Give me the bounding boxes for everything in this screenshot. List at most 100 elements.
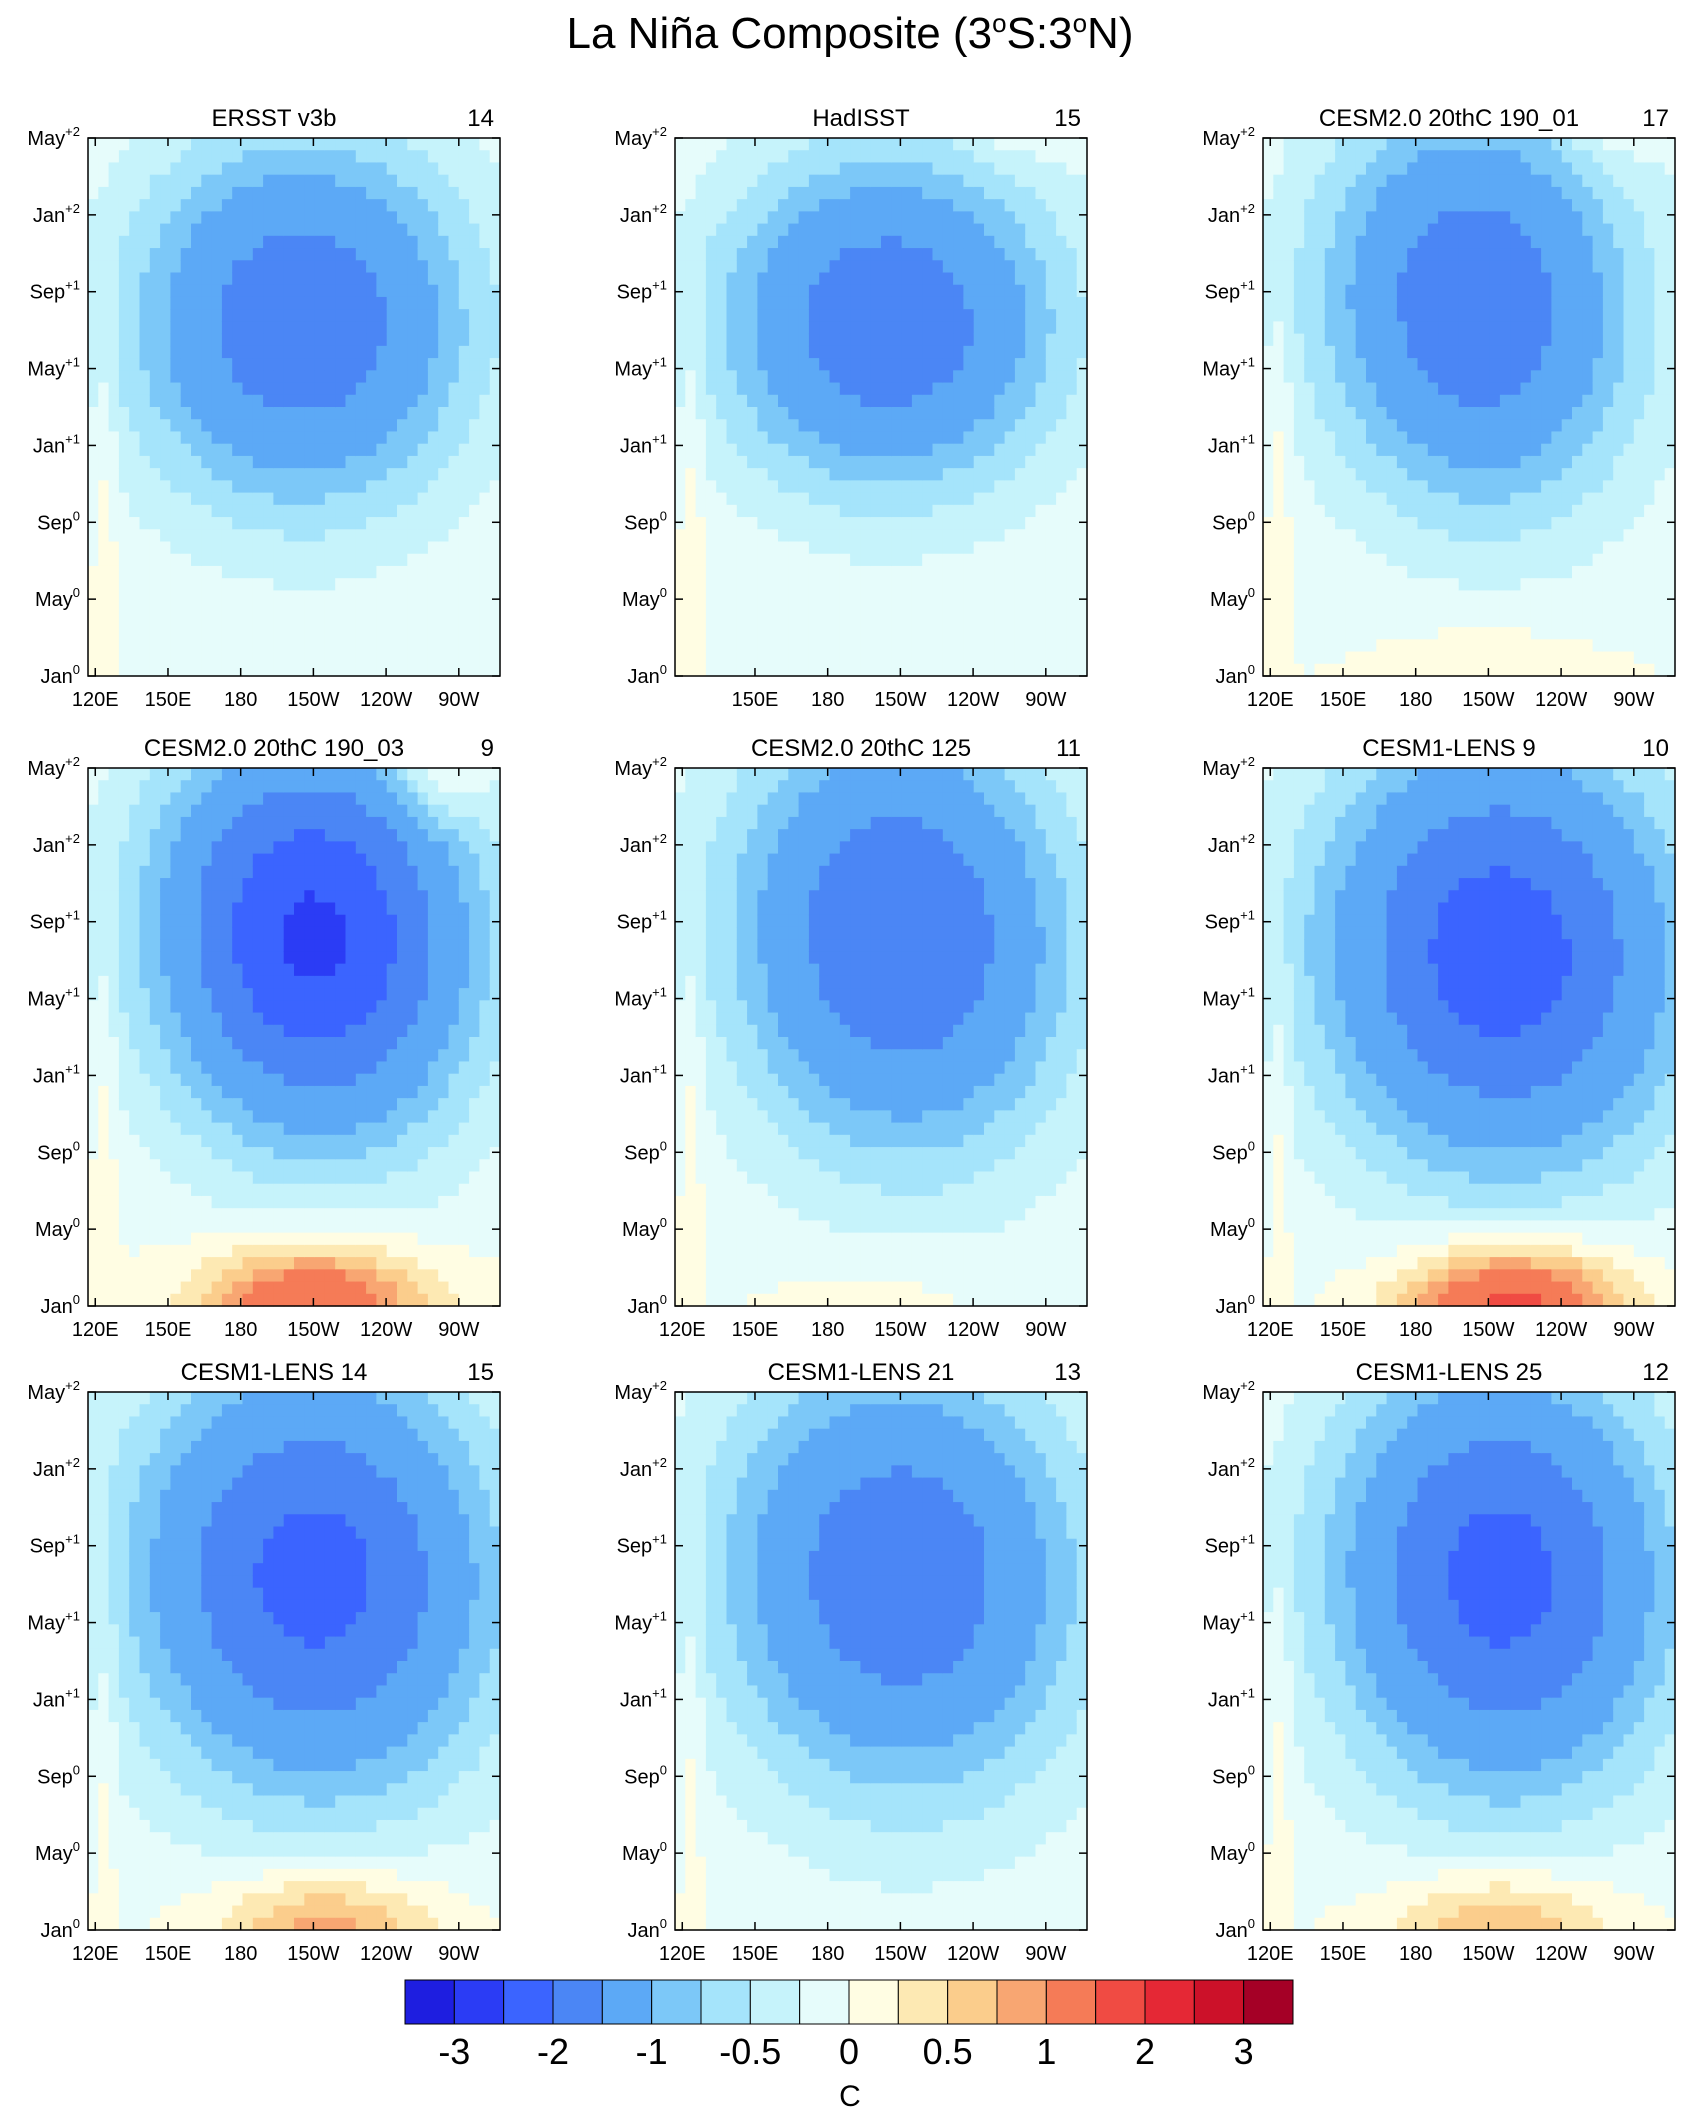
heatmap-cell	[1025, 443, 1037, 457]
heatmap-cell	[1314, 529, 1326, 543]
heatmap-cell	[294, 370, 305, 384]
heatmap-cell	[1066, 541, 1078, 555]
heatmap-cell	[757, 614, 769, 628]
heatmap-cell	[397, 162, 408, 176]
heatmap-cell	[191, 663, 202, 677]
heatmap-cell	[1458, 284, 1470, 298]
heatmap-cell	[973, 443, 985, 457]
heatmap-cell	[366, 138, 377, 151]
heatmap-cell	[870, 150, 882, 164]
heatmap-cell	[1304, 468, 1316, 481]
heatmap-cell	[386, 382, 398, 396]
heatmap-cell	[1066, 663, 1078, 677]
heatmap-cell	[304, 174, 316, 188]
heatmap-cell	[283, 468, 295, 481]
heatmap-cell	[932, 431, 944, 445]
heatmap-cell	[736, 651, 748, 665]
heatmap-cell	[1004, 138, 1016, 151]
heatmap-cell	[850, 223, 861, 237]
heatmap-cell	[1345, 199, 1357, 212]
heatmap-cell	[1293, 517, 1305, 530]
heatmap-cell	[891, 309, 903, 323]
heatmap-cell	[1469, 651, 1480, 665]
heatmap-cell	[860, 651, 872, 665]
heatmap-cell	[139, 431, 151, 445]
heatmap-cell	[118, 517, 130, 530]
heatmap-cell	[314, 235, 326, 249]
heatmap-cell	[180, 651, 192, 665]
heatmap-cell	[283, 627, 295, 640]
heatmap-cell	[1314, 407, 1326, 420]
heatmap-cell	[1438, 138, 1449, 151]
heatmap-cell	[911, 260, 923, 274]
heatmap-cell	[850, 639, 861, 653]
heatmap-cell	[788, 614, 800, 628]
heatmap-cell	[448, 321, 460, 335]
heatmap-cell	[469, 504, 480, 518]
heatmap-cell	[685, 370, 697, 384]
heatmap-cell	[1066, 407, 1078, 420]
heatmap-cell	[180, 223, 192, 237]
heatmap-cell	[1458, 529, 1470, 543]
heatmap-cell	[767, 602, 779, 616]
heatmap-cell	[1520, 614, 1532, 628]
heatmap-cell	[1014, 443, 1026, 457]
heatmap-cell	[1314, 419, 1326, 433]
heatmap-cell	[942, 455, 954, 469]
heatmap-cell	[1407, 468, 1419, 481]
heatmap-cell	[149, 602, 161, 616]
heatmap-cell	[1541, 651, 1552, 665]
heatmap-cell	[1314, 321, 1326, 335]
heatmap-cell	[201, 211, 213, 225]
heatmap-cell	[1273, 174, 1285, 188]
heatmap-cell	[469, 517, 480, 530]
heatmap-cell	[448, 162, 460, 176]
heatmap-cell	[973, 517, 985, 530]
heatmap-cell	[170, 565, 182, 579]
heatmap-cell	[1293, 553, 1305, 567]
heatmap-cell	[1448, 541, 1460, 555]
heatmap-cell	[1386, 345, 1398, 359]
heatmap-cell	[98, 578, 110, 592]
heatmap-cell	[705, 223, 717, 237]
heatmap-cell	[304, 223, 316, 237]
heatmap-cell	[438, 639, 450, 653]
heatmap-cell	[417, 627, 429, 640]
heatmap-cell	[881, 602, 892, 616]
heatmap-cell	[1510, 565, 1522, 579]
heatmap-cell	[479, 138, 491, 151]
heatmap-cell	[1263, 651, 1274, 665]
heatmap-cell	[705, 468, 717, 481]
heatmap-cell	[191, 199, 202, 212]
heatmap-cell	[1345, 162, 1357, 176]
heatmap-cell	[1045, 199, 1057, 212]
heatmap-cell	[1314, 296, 1326, 310]
heatmap-cell	[366, 321, 377, 335]
heatmap-cell	[407, 627, 419, 640]
heatmap-cell	[417, 431, 429, 445]
heatmap-cell	[335, 602, 347, 616]
heatmap-cell	[922, 186, 934, 200]
heatmap-cell	[283, 321, 295, 335]
heatmap-cell	[201, 260, 213, 274]
heatmap-cell	[324, 443, 336, 457]
heatmap-cell	[108, 211, 120, 225]
heatmap-cell	[1448, 211, 1460, 225]
heatmap-cell	[201, 651, 213, 665]
heatmap-cell	[1314, 382, 1326, 396]
heatmap-cell	[1076, 627, 1088, 640]
heatmap-cell	[1304, 309, 1316, 323]
heatmap-cell	[191, 578, 202, 592]
heatmap-cell	[273, 627, 285, 640]
heatmap-cell	[685, 455, 697, 469]
heatmap-cell	[1004, 529, 1016, 543]
heatmap-cell	[1407, 651, 1419, 665]
heatmap-cell	[870, 333, 882, 347]
heatmap-cell	[180, 517, 192, 530]
y-tick-label: Jan0	[628, 662, 667, 688]
heatmap-cell	[1541, 150, 1552, 164]
heatmap-cell	[675, 394, 686, 408]
heatmap-cell	[1324, 223, 1336, 237]
heatmap-cell	[1076, 541, 1088, 555]
heatmap-cell	[881, 468, 892, 481]
